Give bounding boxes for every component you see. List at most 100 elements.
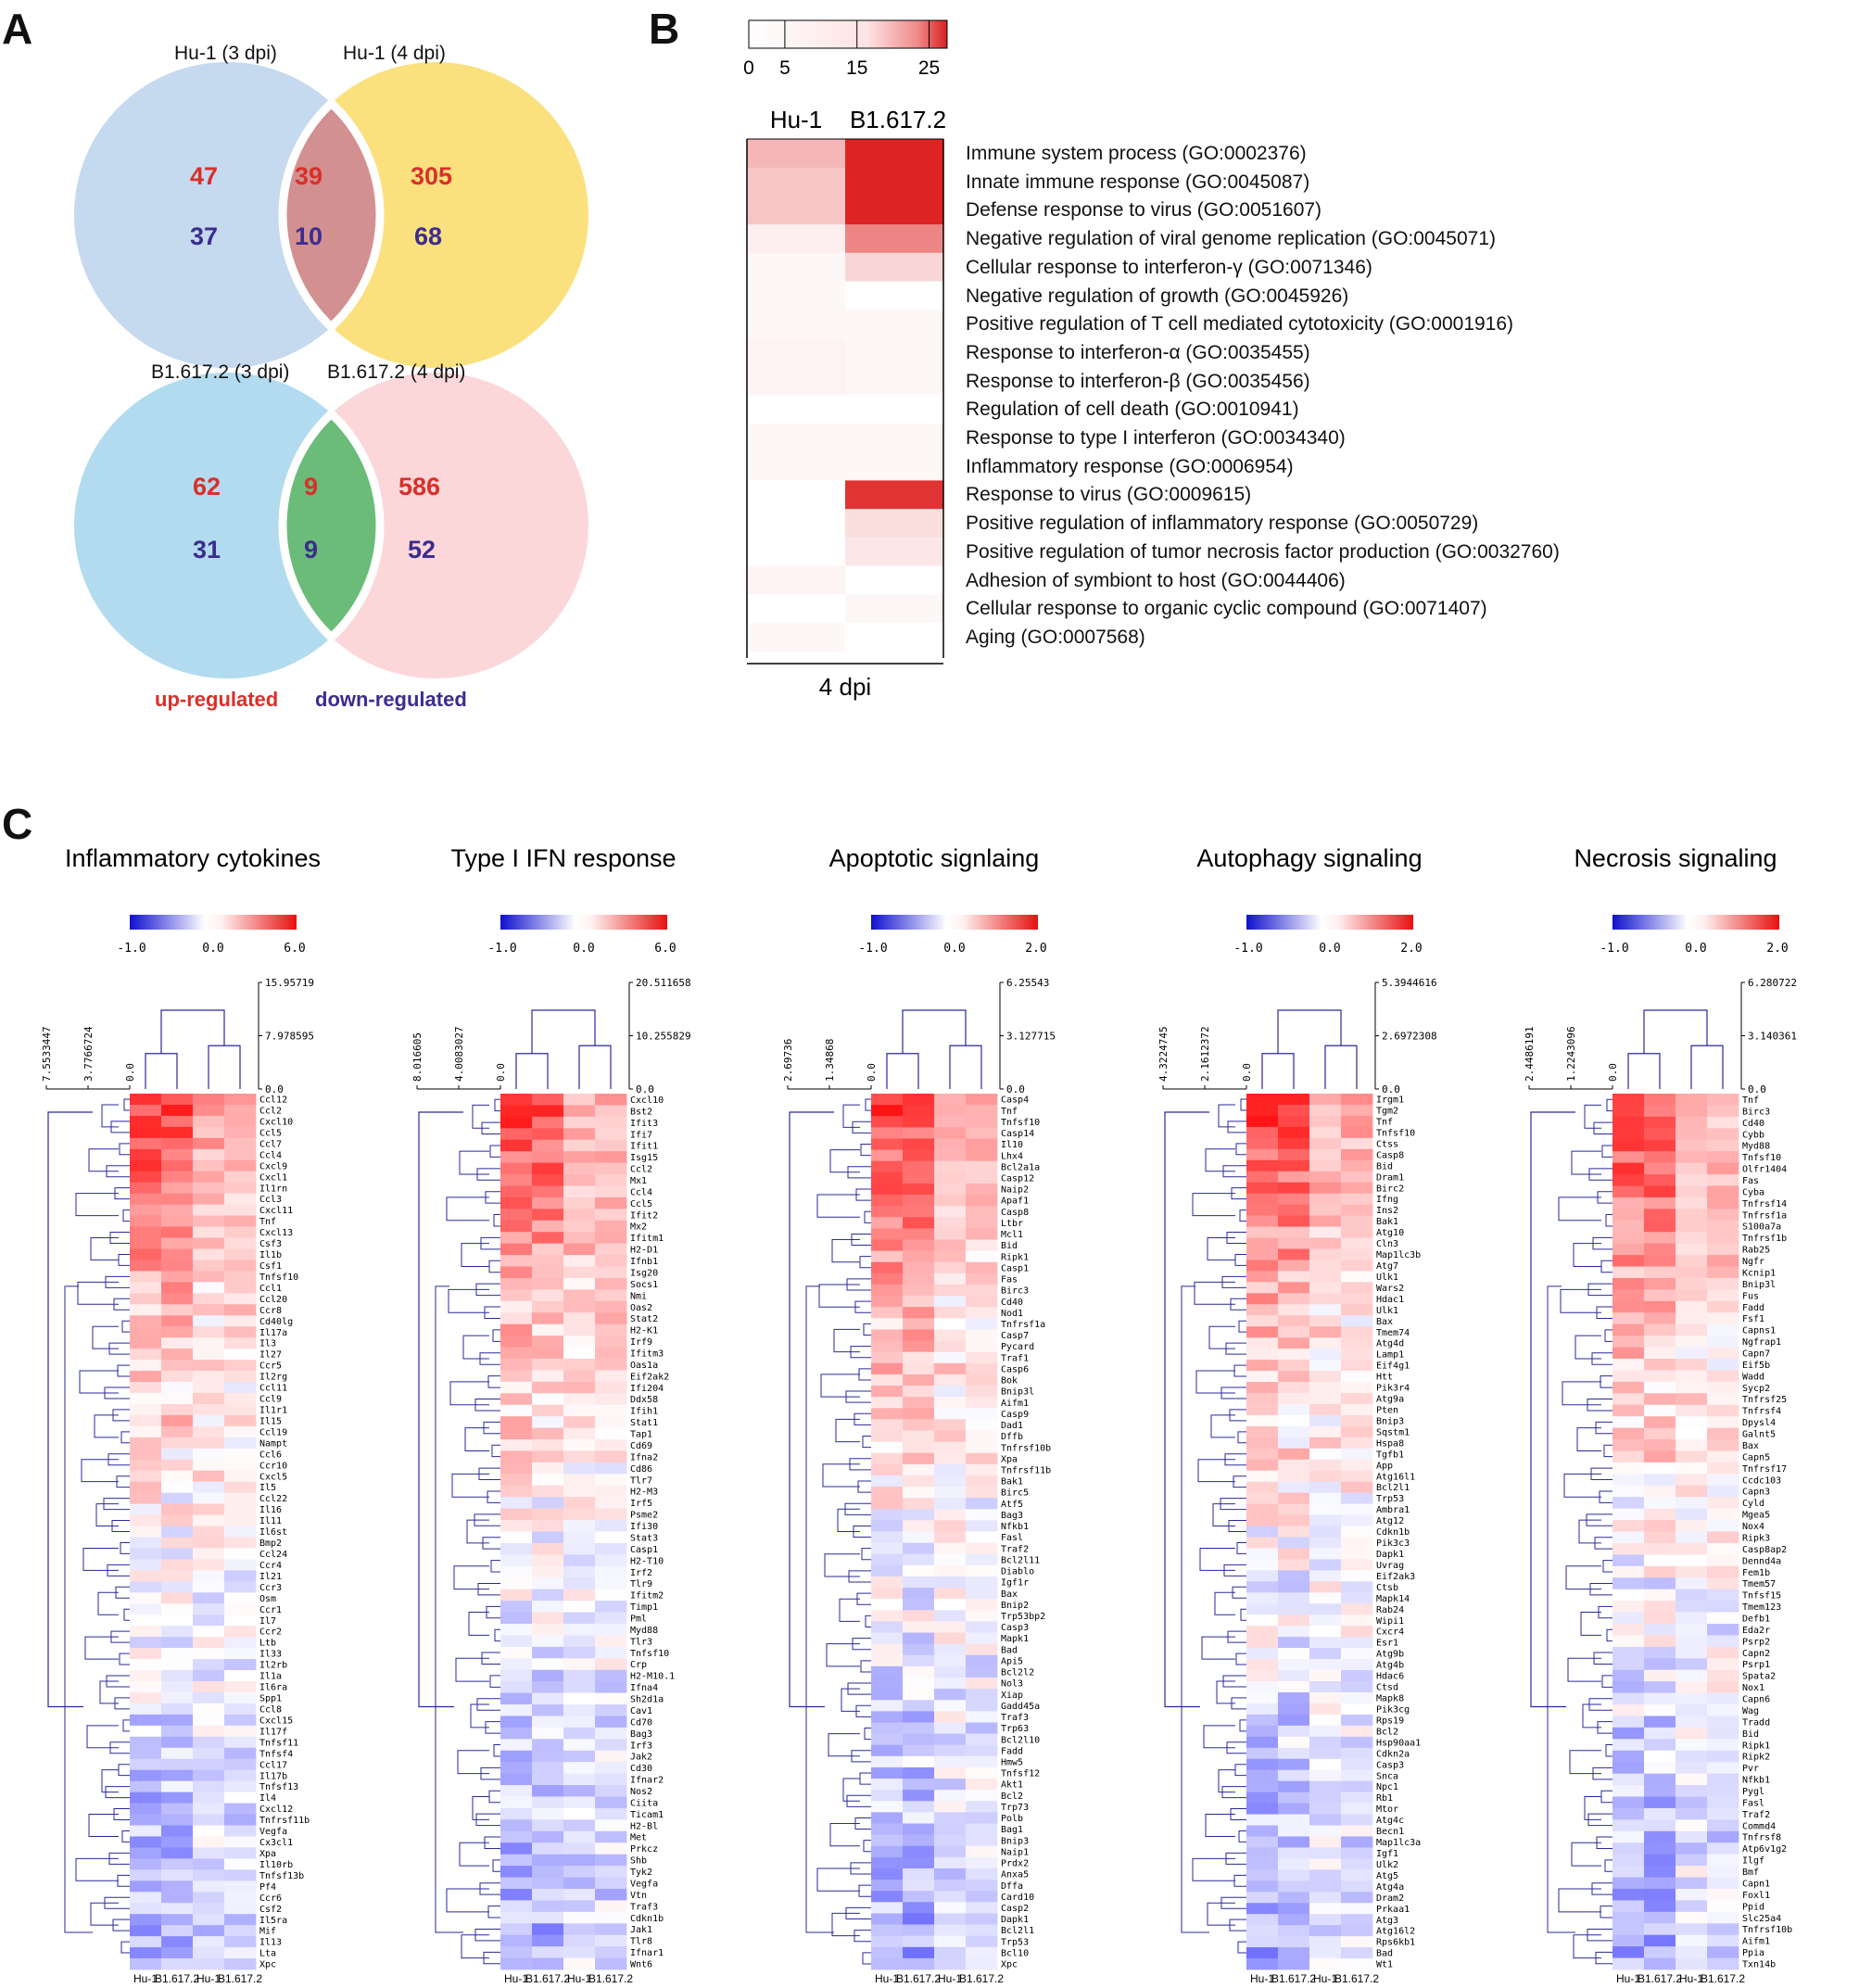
heatmap-cell bbox=[130, 1925, 162, 1937]
dendrogram-x-tick-label: 2.4486191 bbox=[1524, 1026, 1536, 1082]
venn-bottom-left-up: 62 bbox=[193, 473, 221, 500]
heatmap-cell bbox=[193, 1847, 225, 1859]
gene-label: Traf3 bbox=[630, 1902, 658, 1912]
heatmap-cell bbox=[1246, 1503, 1279, 1515]
heatmap-cell bbox=[161, 1637, 194, 1649]
row-dendrogram-branch bbox=[489, 1145, 500, 1158]
gene-label: Csf2 bbox=[259, 1905, 282, 1915]
heatmap-cell bbox=[871, 1498, 904, 1510]
heatmap-cell bbox=[532, 1197, 564, 1209]
heatmap-scale-label: 2.0 bbox=[1400, 942, 1422, 956]
heatmap-cell bbox=[934, 1935, 967, 1948]
heatmap-cell bbox=[1644, 1185, 1676, 1198]
heatmap-cell bbox=[1644, 1197, 1676, 1209]
heatmap-cell bbox=[934, 1239, 967, 1252]
heatmap-cell bbox=[1676, 1796, 1708, 1809]
heatmap-cell bbox=[1644, 1866, 1676, 1878]
dendrogram-y-tick-label: 0.0 bbox=[636, 1083, 654, 1095]
row-dendrogram-branch bbox=[858, 1368, 871, 1381]
heatmap-cell bbox=[563, 1255, 596, 1267]
heatmap-cell bbox=[224, 1858, 257, 1870]
column-label: Hu-1 bbox=[133, 1972, 158, 1985]
heatmap-cell bbox=[934, 1924, 967, 1937]
gene-label: Atg12 bbox=[1376, 1516, 1404, 1526]
heatmap-cell bbox=[1246, 1758, 1279, 1771]
heatmap-cell bbox=[871, 1520, 904, 1532]
heatmap-cell bbox=[1676, 1404, 1708, 1417]
heatmap-cell bbox=[224, 1758, 257, 1771]
heatmap-cell bbox=[1278, 1304, 1310, 1316]
heatmap-cell bbox=[1612, 1785, 1645, 1797]
heatmap-cell bbox=[1341, 1371, 1373, 1383]
heatmap-cell bbox=[966, 1307, 998, 1319]
heatmap-cell bbox=[532, 1704, 564, 1716]
gene-label: Csf3 bbox=[259, 1239, 282, 1249]
heatmap-cell bbox=[130, 1248, 162, 1260]
heatmap-cell bbox=[193, 1758, 225, 1771]
gene-label: Tnfsf13b bbox=[259, 1871, 304, 1881]
row-dendrogram-branch bbox=[101, 1104, 119, 1128]
row-dendrogram-branch bbox=[1192, 1193, 1235, 1217]
heatmap-cell bbox=[193, 1659, 225, 1671]
heatmap-cell bbox=[563, 1554, 596, 1567]
heatmap-cell bbox=[532, 1128, 564, 1141]
heatmap-cell bbox=[966, 1621, 998, 1633]
heatmap-cell bbox=[1246, 1847, 1279, 1859]
heatmap-cell bbox=[563, 1485, 596, 1498]
row-dendrogram-branch bbox=[835, 1418, 860, 1443]
heatmap-cell bbox=[934, 1419, 967, 1431]
column-label: B1.617.2 bbox=[1334, 1972, 1379, 1985]
heatmap-cell bbox=[563, 1404, 596, 1417]
row-dendrogram-branch bbox=[464, 1427, 489, 1451]
heatmap-cell bbox=[193, 1626, 225, 1638]
heatmap-cell bbox=[934, 1621, 967, 1633]
heatmap-cell bbox=[532, 1934, 564, 1947]
heatmap-cell bbox=[1612, 1623, 1645, 1636]
heatmap-cell bbox=[193, 1171, 225, 1184]
gene-label: Kcnip1 bbox=[1742, 1268, 1776, 1278]
heatmap-cell bbox=[224, 1337, 257, 1349]
heatmap-cell bbox=[934, 1766, 967, 1779]
gene-label: Ccl24 bbox=[259, 1550, 287, 1560]
heatmap-cell bbox=[1309, 1670, 1342, 1682]
heatmap-cell bbox=[903, 1689, 935, 1701]
go-term-label: Cellular response to interferon-γ (GO:00… bbox=[966, 256, 1372, 278]
heatmap-cell bbox=[532, 1739, 564, 1752]
gene-label: Birc3 bbox=[1742, 1107, 1770, 1117]
heatmap-cell bbox=[1309, 1237, 1342, 1249]
heatmap-cell bbox=[1246, 1914, 1279, 1926]
heatmap-cell bbox=[1246, 1637, 1279, 1649]
heatmap-cell bbox=[966, 1542, 998, 1555]
heatmap-cell bbox=[193, 1614, 225, 1627]
heatmap-cell bbox=[1612, 1601, 1645, 1613]
row-dendrogram-branch bbox=[435, 1285, 463, 1933]
heatmap-4: Autophagy signaling-1.0 0.0 2.05.39446162.… bbox=[1157, 844, 1437, 1985]
gene-label: Bcl10 bbox=[1001, 1948, 1029, 1958]
heatmap-cell bbox=[1676, 1554, 1708, 1567]
heatmap-cell bbox=[1341, 1903, 1373, 1915]
heatmap-cell bbox=[1341, 1559, 1373, 1571]
heatmap-cell bbox=[563, 1450, 596, 1463]
heatmap-cell bbox=[595, 1323, 627, 1336]
heatmap-cell bbox=[500, 1750, 533, 1763]
row-dendrogram-branch bbox=[88, 1814, 119, 1837]
heatmap-cell bbox=[1278, 1925, 1310, 1937]
gene-label: Naip2 bbox=[1001, 1185, 1029, 1196]
heatmap-cell bbox=[1341, 1392, 1373, 1405]
gene-label: Cd40lg bbox=[259, 1317, 293, 1327]
row-dendrogram-branch bbox=[487, 1375, 500, 1388]
heatmap-cell bbox=[871, 1957, 904, 1970]
gene-label: Capn3 bbox=[1742, 1488, 1770, 1498]
heatmap-cell bbox=[130, 1736, 162, 1749]
heatmap-cell bbox=[871, 1564, 904, 1577]
dendrogram-x-tick-label: 0.0 bbox=[866, 1063, 878, 1082]
heatmap-cell bbox=[130, 1470, 162, 1483]
heatmap-cell bbox=[1612, 1866, 1645, 1878]
gene-label: Bax bbox=[1742, 1441, 1759, 1451]
row-dendrogram-branch bbox=[1214, 1591, 1235, 1615]
heatmap-cell bbox=[1341, 1670, 1373, 1682]
gene-label: Bnip3l bbox=[1742, 1280, 1776, 1290]
gene-label: H2-T10 bbox=[630, 1556, 664, 1566]
gene-label: Il5 bbox=[259, 1483, 276, 1493]
gene-label: Cd69 bbox=[630, 1441, 652, 1451]
